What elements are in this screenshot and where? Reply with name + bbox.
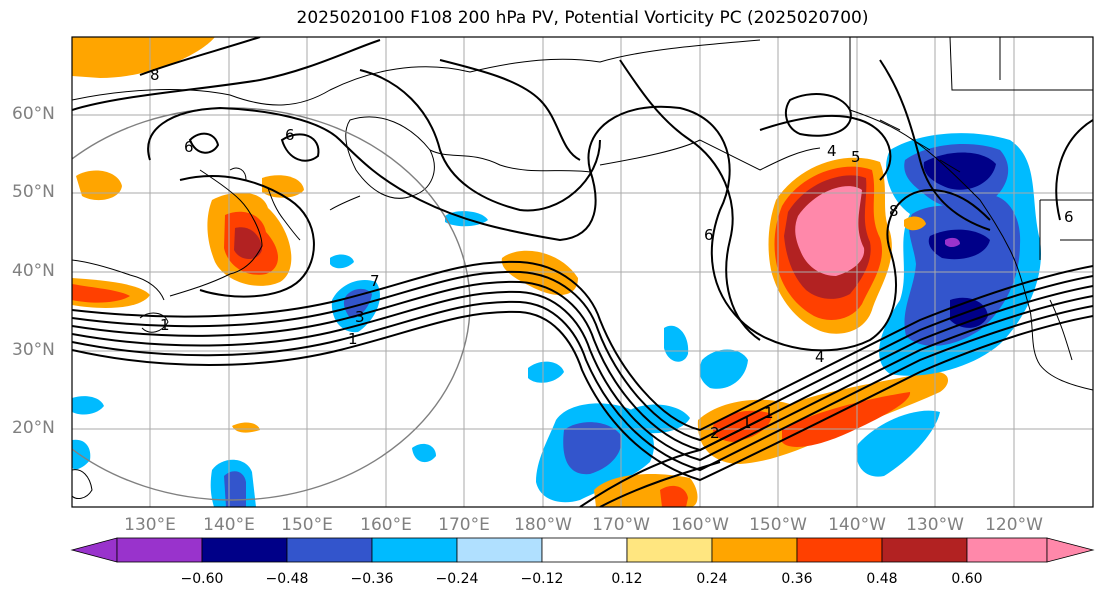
colorbar-tick-label: −0.48 [265,571,309,587]
colorbar-segment [881,537,968,563]
colorbar-tick-label: 0.48 [866,571,898,587]
contour-label: 6 [1064,208,1074,226]
lat-label: 30°N [12,340,55,360]
lon-label: 170°E [438,515,490,535]
contour-label: 5 [851,148,861,166]
contour-label: 8 [150,66,160,84]
lon-label: 140°W [828,515,886,535]
lat-label: 20°N [12,418,55,438]
colorbar-tick-label: −0.24 [435,571,479,587]
pv-anomaly-fill [72,37,1041,507]
colorbar-segment [116,537,203,563]
contour-labels: 8 6 6 5 4 8 6 6 7 1 3 1 2 4 1 1 [150,66,1074,442]
lon-label: 120°W [985,515,1043,535]
colorbar-segment [371,537,458,563]
colorbar-segment [796,537,883,563]
lat-label: 60°N [12,104,55,124]
colorbar-tick-label: 0.36 [781,571,813,587]
colorbar-tick-label: −0.12 [520,571,564,587]
colorbar-segment [201,537,288,563]
lon-label: 130°W [906,515,964,535]
colorbar-segment [286,537,373,563]
lon-label: 150°W [749,515,807,535]
contour-label: 2 [710,424,720,442]
lat-label: 50°N [12,182,55,202]
colorbar-tick-label: −0.60 [180,571,224,587]
colorbar [70,537,1095,563]
lon-label: 160°E [360,515,412,535]
contour-label: 6 [704,226,714,244]
lon-label: 150°E [281,515,333,535]
colorbar-segment [541,537,628,563]
pv-contours [72,37,1093,507]
contour-label: 3 [355,308,365,326]
colorbar-segment [711,537,798,563]
colorbar-max-arrow [1046,537,1095,563]
lon-label: 140°E [203,515,255,535]
lat-label: 40°N [12,261,55,281]
contour-label: 1 [160,316,170,334]
colorbar-tick-label: −0.36 [350,571,394,587]
contour-label: 7 [370,272,380,290]
lon-label: 130°E [124,515,176,535]
colorbar-segment [626,537,713,563]
map-title: 2025020100 F108 200 hPa PV, Potential Vo… [296,8,869,28]
contour-label: 4 [827,142,837,160]
contour-label: 1 [764,404,774,422]
colorbar-tick-label: 0.60 [951,571,983,587]
lon-label: 180°W [514,515,572,535]
colorbar-segment [456,537,543,563]
contour-label: 1 [742,414,752,432]
lon-label: 160°W [671,515,729,535]
colorbar-tick-label: 0.24 [696,571,728,587]
contour-label: 6 [184,138,194,156]
lon-label: 170°W [592,515,650,535]
colorbar-min-arrow [70,537,118,563]
colorbar-segment [966,537,1048,563]
contour-label: 8 [889,202,899,220]
colorbar-tick-label: 0.12 [611,571,643,587]
map-frame [71,36,1094,508]
contour-label: 4 [815,348,825,366]
contour-label: 1 [348,330,358,348]
coastlines [72,37,1093,499]
contour-label: 6 [285,126,295,144]
